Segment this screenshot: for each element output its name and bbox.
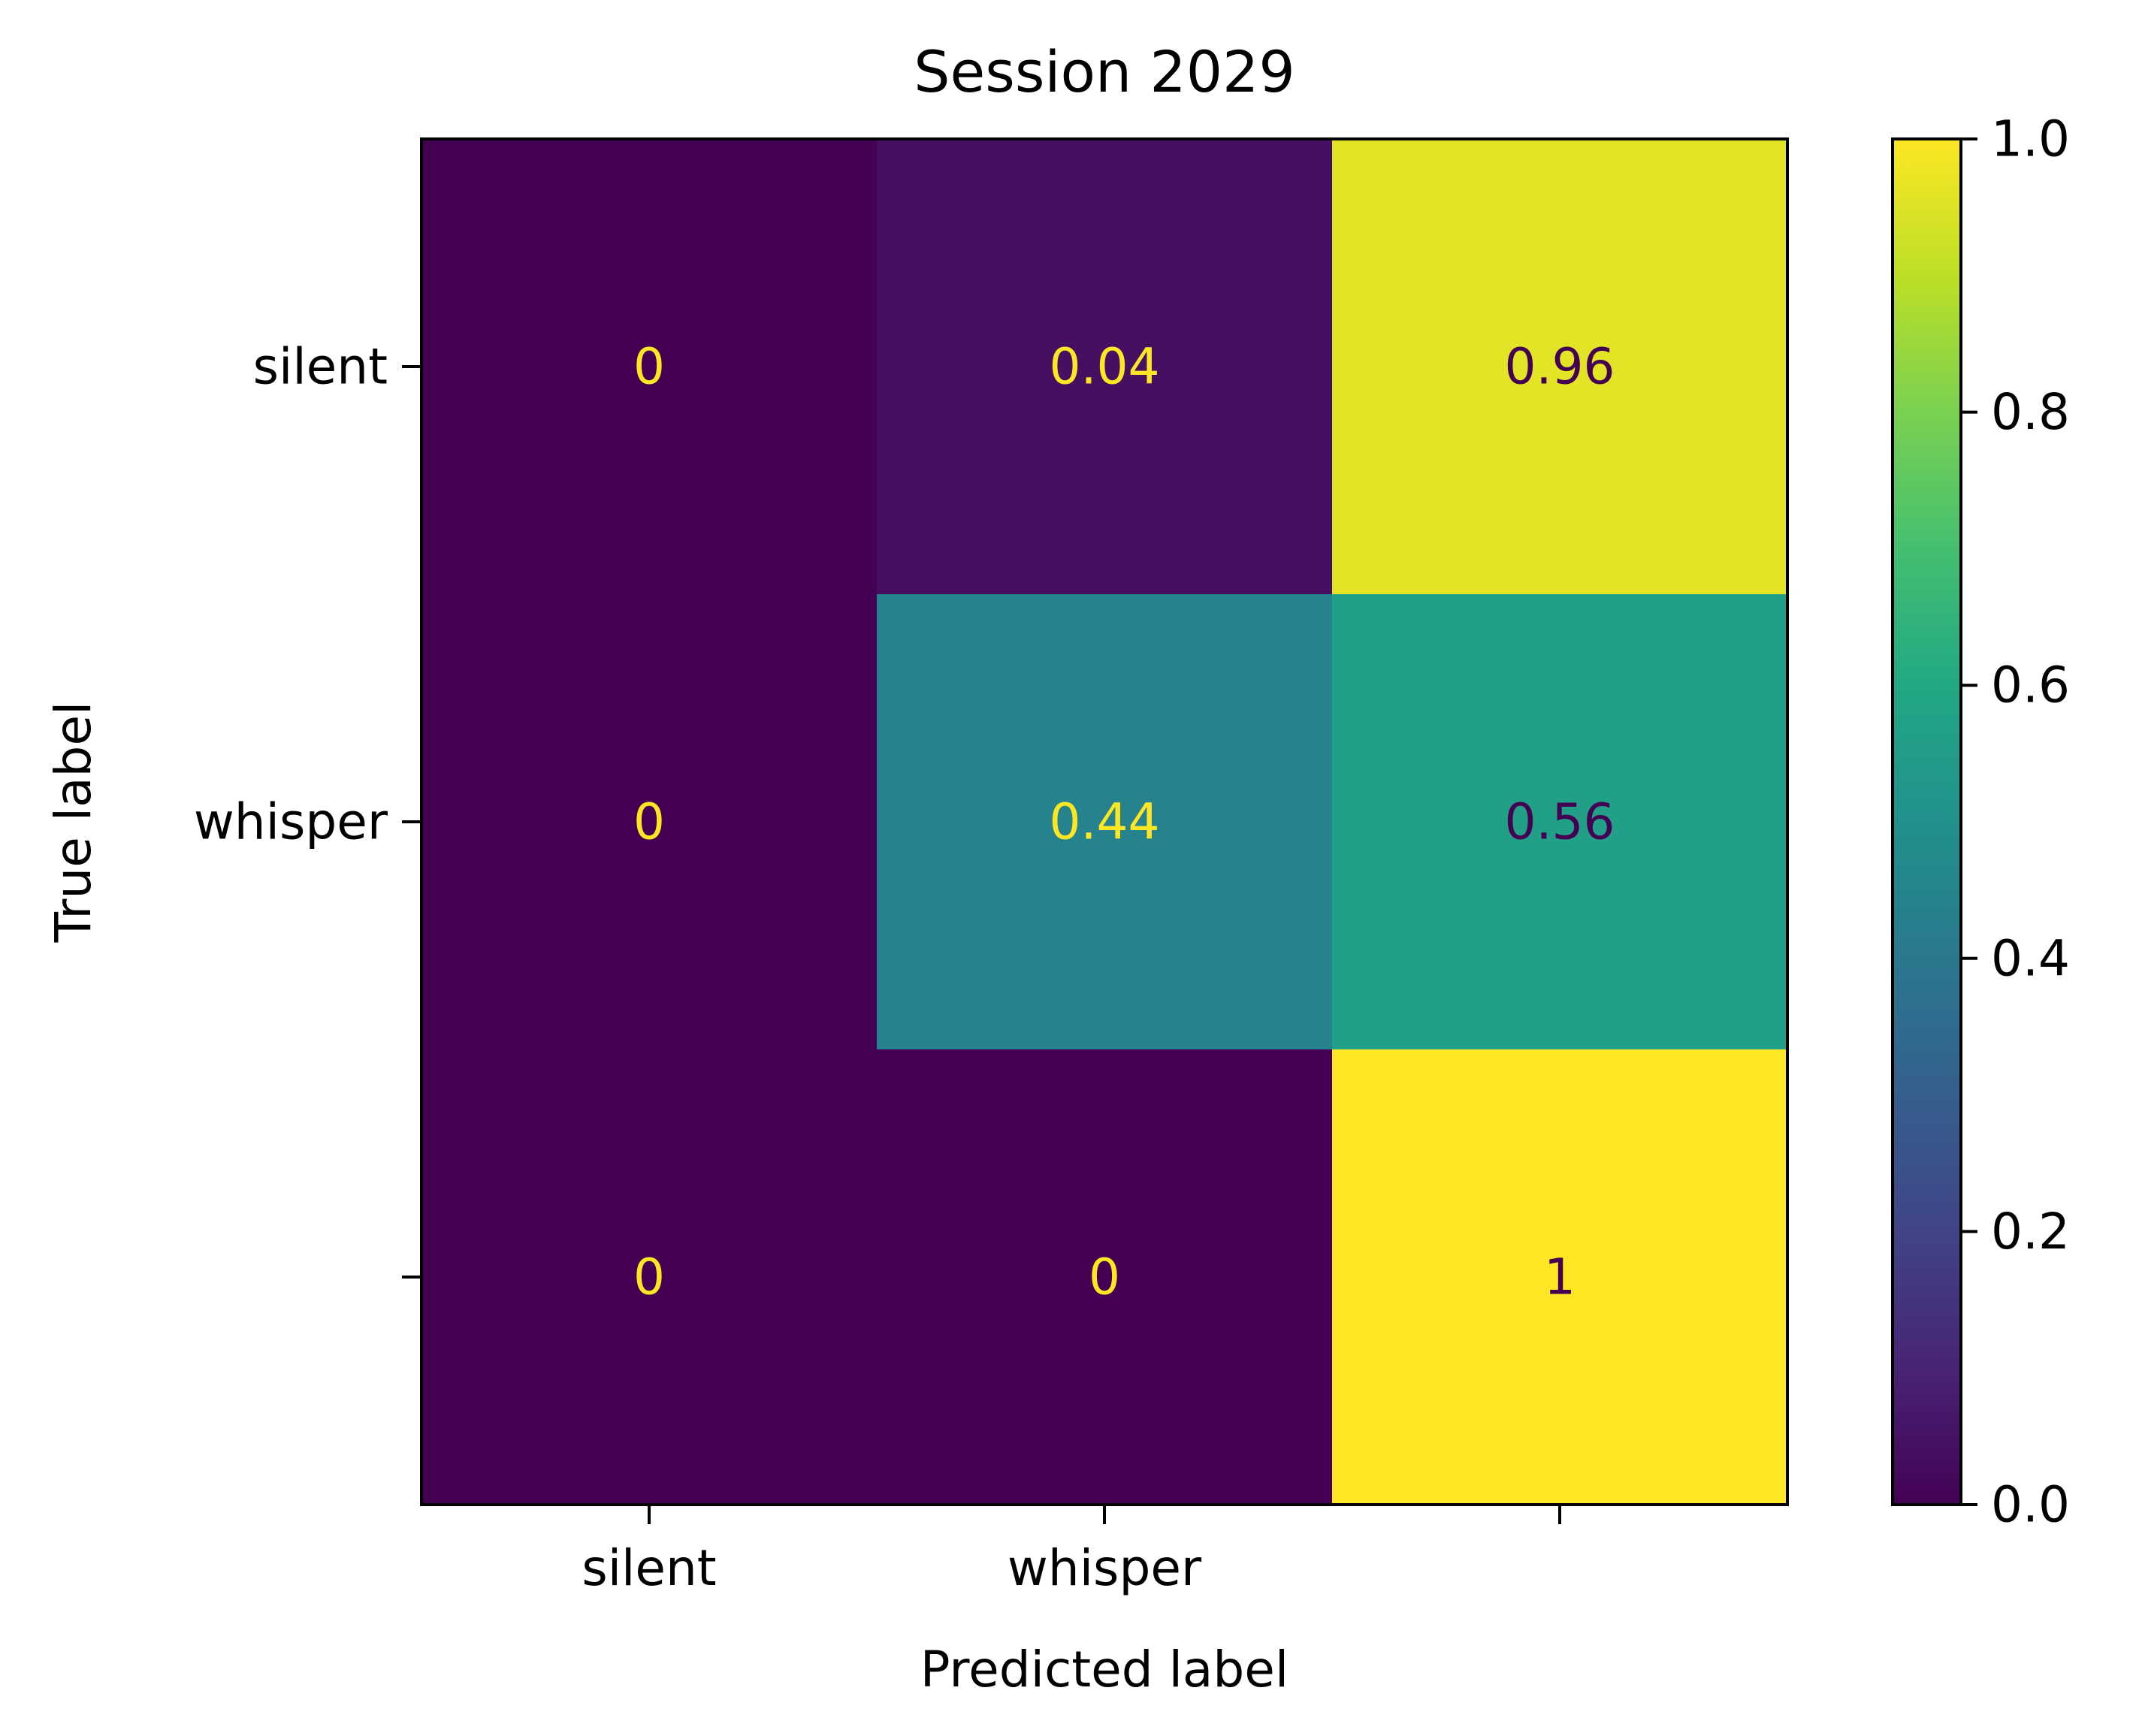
x-tick-label-0: silent [582,1539,716,1597]
cell-label-r1-c2: 0.56 [1505,793,1615,851]
heatmap-cell-r1-c1 [877,594,1333,1050]
x-axis-label: Predicted label [920,1641,1289,1698]
cell-label-r0-c1: 0.04 [1050,338,1160,396]
y-axis: silent whisper [194,338,421,1279]
colorbar-tick-label-2: 0.4 [1991,929,2070,987]
colorbar-tick-label-3: 0.6 [1991,657,2070,714]
heatmap-cell-labels: 0 0.04 0.96 0 0.44 0.56 0 0 1 [633,338,1615,1306]
heatmap-cell-r1-c0 [421,594,878,1050]
heatmap-cell-r0-c1 [877,139,1333,595]
cell-label-r2-c2: 1 [1544,1248,1576,1306]
x-tick-label-1: whisper [1008,1539,1202,1597]
x-axis: silent whisper [582,1505,1561,1597]
y-tick-label-1: whisper [194,793,388,851]
heatmap-cell-r2-c2 [1332,1049,1788,1505]
colorbar-ticks: 0.0 0.2 0.4 0.6 0.8 1.0 [1961,110,2070,1534]
heatmap-cell-r1-c2 [1332,594,1788,1050]
colorbar-tick-label-5: 1.0 [1991,110,2070,168]
cell-label-r1-c1: 0.44 [1050,793,1160,851]
heatmap-cells [421,139,1788,1505]
cell-label-r0-c0: 0 [633,338,665,396]
colorbar-tick-label-0: 0.0 [1991,1476,2070,1534]
heatmap-cell-r2-c1 [877,1049,1333,1505]
colorbar-tick-label-1: 0.2 [1991,1203,2070,1260]
cell-label-r2-c0: 0 [633,1248,665,1306]
cell-label-r1-c0: 0 [633,793,665,851]
colorbar-tick-label-4: 0.8 [1991,383,2070,441]
cell-label-r2-c1: 0 [1089,1248,1120,1306]
colorbar [1891,137,1962,1506]
chart-title: Session 2029 [914,38,1295,105]
heatmap-cell-r2-c0 [421,1049,878,1505]
heatmap-cell-r0-c2 [1332,139,1788,595]
y-axis-label: True label [44,702,102,943]
cell-label-r0-c2: 0.96 [1505,338,1615,396]
y-tick-label-0: silent [253,338,388,396]
heatmap-cell-r0-c0 [421,139,878,595]
